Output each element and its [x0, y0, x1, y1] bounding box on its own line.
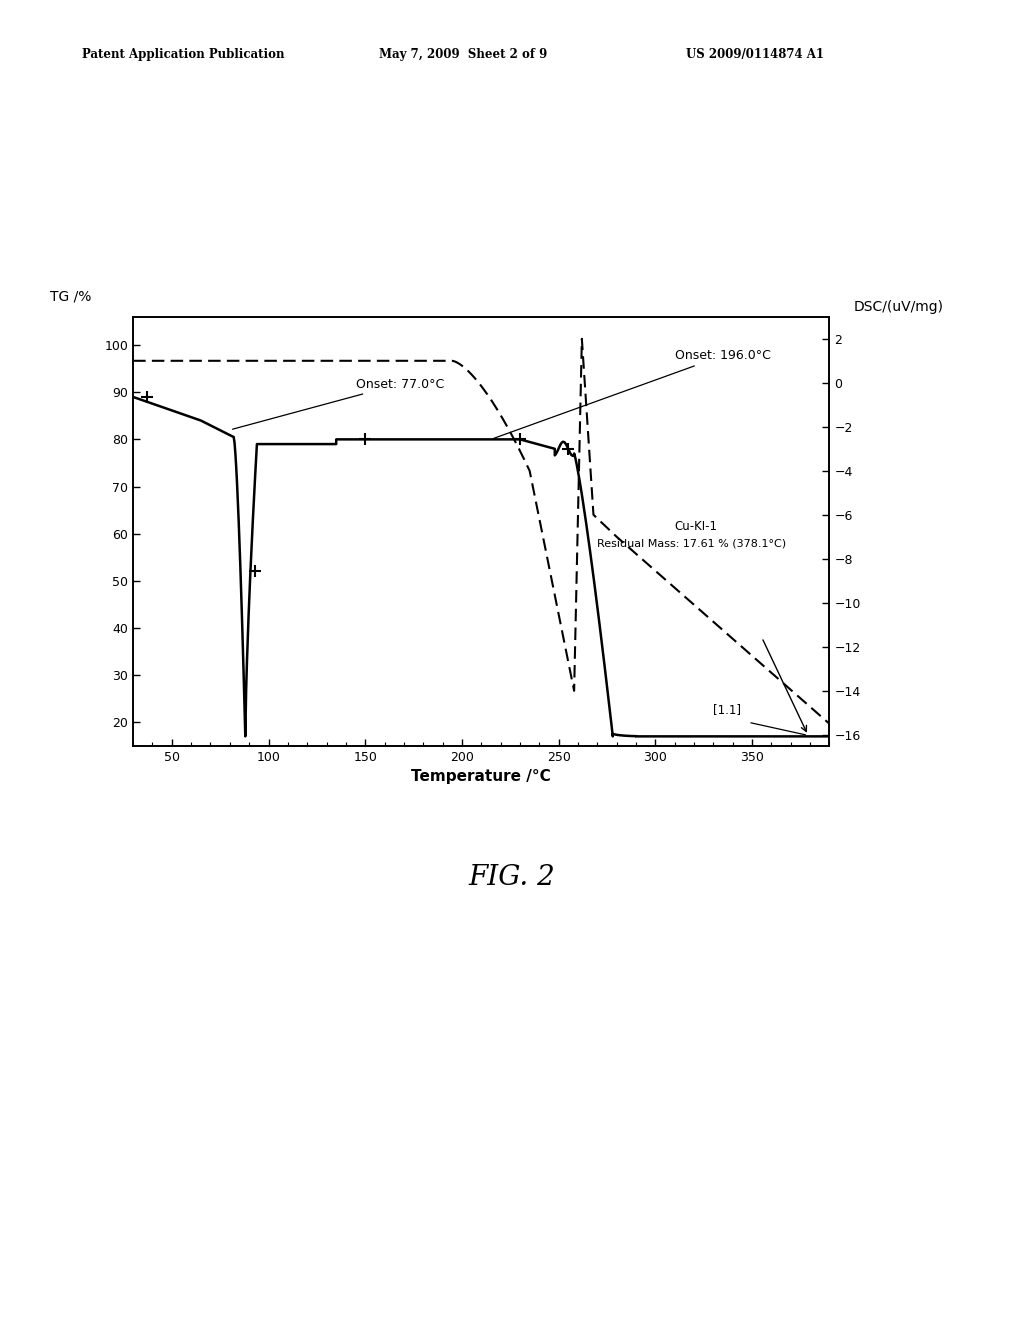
Text: Cu-KI-1: Cu-KI-1: [675, 520, 718, 532]
Text: US 2009/0114874 A1: US 2009/0114874 A1: [686, 48, 824, 61]
Y-axis label: DSC/(uV/mg): DSC/(uV/mg): [854, 300, 944, 314]
X-axis label: Temperature /°C: Temperature /°C: [412, 770, 551, 784]
Y-axis label: TG /%: TG /%: [50, 290, 91, 304]
Text: May 7, 2009  Sheet 2 of 9: May 7, 2009 Sheet 2 of 9: [379, 48, 547, 61]
Text: Residual Mass: 17.61 % (378.1°C): Residual Mass: 17.61 % (378.1°C): [597, 539, 786, 548]
Text: FIG. 2: FIG. 2: [469, 865, 555, 891]
Text: Patent Application Publication: Patent Application Publication: [82, 48, 285, 61]
Text: Onset: 77.0°C: Onset: 77.0°C: [232, 378, 443, 429]
Text: [1.1]: [1.1]: [714, 702, 741, 715]
Text: Onset: 196.0°C: Onset: 196.0°C: [494, 350, 771, 438]
